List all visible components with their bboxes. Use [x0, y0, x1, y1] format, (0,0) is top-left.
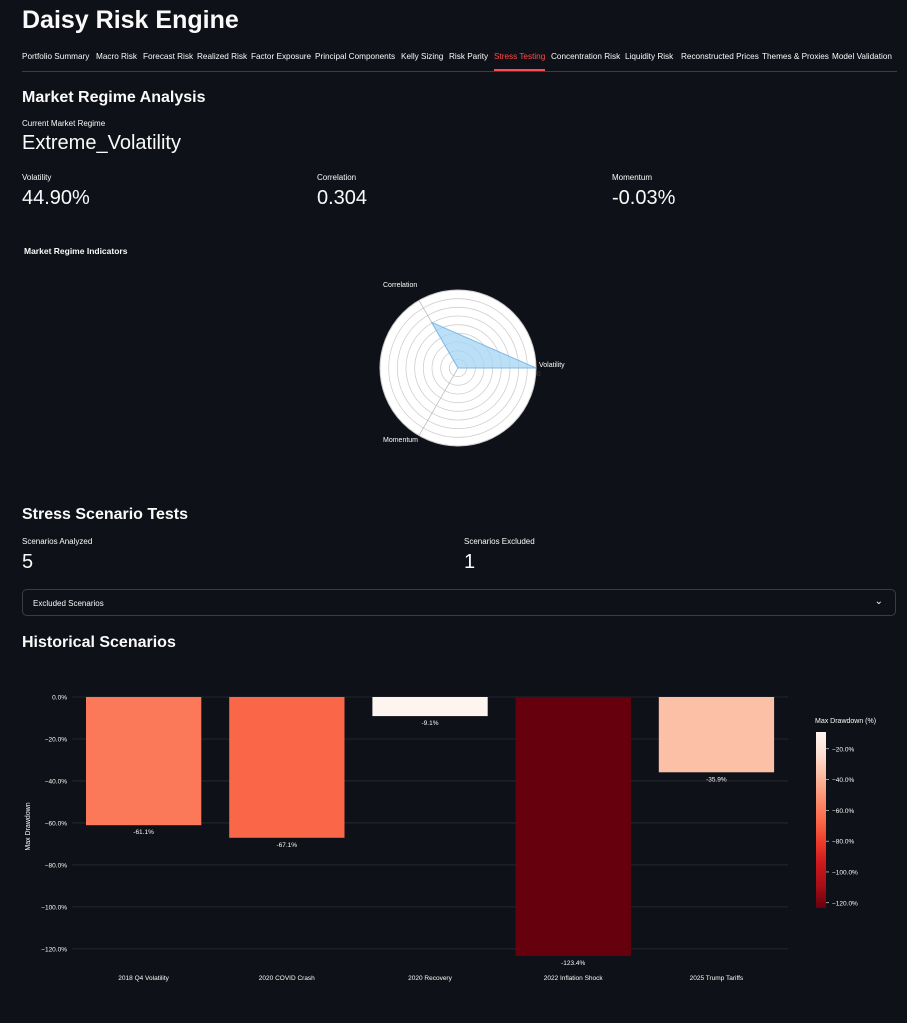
colorbar-tick-label: −20.0%: [832, 746, 854, 753]
radar-label-momentum: Momentum: [383, 437, 418, 444]
y-axis-label: Max Drawdown: [25, 802, 32, 850]
radar-radial-tick: 0: [537, 371, 541, 378]
x-tick-label: 2020 COVID Crash: [259, 975, 315, 982]
bar-3: [372, 697, 488, 717]
tab-forecast-risk[interactable]: Forecast Risk: [143, 52, 194, 61]
radar-series-area: [430, 321, 537, 369]
excluded-scenarios-expander[interactable]: Excluded Scenarios ⌄: [22, 589, 896, 616]
colorbar-tick-label: −40.0%: [832, 777, 854, 784]
tab-principal-components[interactable]: Principal Components: [315, 52, 396, 61]
tab-model-validation[interactable]: Model Validation: [832, 52, 892, 61]
x-tick-label: 2025 Trump Tariffs: [690, 975, 744, 982]
current-regime-value: Extreme_Volatility: [22, 132, 181, 154]
volatility-label: Volatility: [22, 173, 52, 182]
tab-themes-proxies[interactable]: Themes & Proxies: [762, 52, 829, 61]
drawdown-bar-chart[interactable]: 0.0% −20.0% −40.0% −60.0% −80.0% −100.0% −120.…: [0, 680, 907, 1010]
colorbar-tick-label: −80.0%: [832, 839, 854, 846]
tab-risk-parity[interactable]: Risk Parity: [449, 52, 489, 61]
colorbar-tick-label: −120.0%: [832, 900, 858, 907]
y-tick-label: −60.0%: [45, 820, 67, 827]
excluded-value: 1: [464, 551, 476, 573]
y-tick-label: −80.0%: [45, 862, 67, 869]
tab-reconstructed-prices[interactable]: Reconstructed Prices: [681, 52, 759, 61]
radar-axis: [418, 367, 459, 436]
bar-data-label: -123.4%: [561, 960, 585, 967]
colorbar: [816, 732, 826, 908]
tab-kelly-sizing[interactable]: Kelly Sizing: [401, 52, 444, 61]
tab-realized-risk[interactable]: Realized Risk: [197, 52, 248, 61]
historical-heading: Historical Scenarios: [22, 634, 176, 651]
y-tick-label: −100.0%: [41, 904, 67, 911]
tab-liquidity-risk[interactable]: Liquidity Risk: [625, 52, 674, 61]
y-tick-label: 0.0%: [52, 695, 67, 702]
colorbar-tick-label: −100.0%: [832, 869, 858, 876]
momentum-value: -0.03%: [612, 187, 676, 209]
analyzed-value: 5: [22, 551, 34, 573]
bar-4: [515, 697, 631, 956]
tab-portfolio-summary[interactable]: Portfolio Summary: [22, 52, 90, 61]
radar-label-volatility: Volatility: [539, 362, 565, 369]
excluded-label: Scenarios Excluded: [464, 537, 535, 546]
bar-2: [229, 697, 345, 838]
y-tick-label: −120.0%: [41, 946, 67, 953]
bar-data-label: -9.1%: [422, 720, 439, 727]
tab-bar: Portfolio Summary Macro Risk Forecast Risk…: [22, 48, 897, 72]
colorbar-title: Max Drawdown (%): [815, 718, 876, 725]
radar-chart-title: Market Regime Indicators: [24, 246, 128, 256]
correlation-label: Correlation: [317, 173, 357, 182]
correlation-value: 0.304: [317, 187, 368, 209]
tab-macro-risk[interactable]: Macro Risk: [96, 52, 137, 61]
momentum-label: Momentum: [612, 173, 653, 182]
tab-concentration-risk[interactable]: Concentration Risk: [551, 52, 621, 61]
tab-factor-exposure[interactable]: Factor Exposure: [251, 52, 312, 61]
x-tick-label: 2020 Recovery: [408, 975, 452, 982]
analyzed-label: Scenarios Analyzed: [22, 537, 93, 546]
app-title: Daisy Risk Engine: [22, 6, 239, 34]
current-regime-label: Current Market Regime: [22, 119, 106, 128]
volatility-value: 44.90%: [22, 187, 90, 209]
expander-label: Excluded Scenarios: [33, 599, 104, 608]
y-tick-label: −40.0%: [45, 778, 67, 785]
x-tick-label: 2018 Q4 Volatility: [118, 975, 169, 982]
tab-stress-testing[interactable]: Stress Testing: [494, 52, 546, 71]
chevron-down-icon: ⌄: [874, 596, 883, 607]
radar-label-correlation: Correlation: [383, 282, 417, 289]
stress-heading: Stress Scenario Tests: [22, 506, 189, 523]
regime-heading: Market Regime Analysis: [22, 89, 206, 106]
colorbar-tick-label: −60.0%: [832, 808, 854, 815]
y-tick-label: −20.0%: [45, 736, 67, 743]
bar-5: [658, 697, 775, 773]
radar-chart[interactable]: Volatility Correlation Momentum 0: [0, 272, 907, 472]
bar-data-label: -35.9%: [706, 776, 727, 783]
bar-data-label: -61.1%: [133, 829, 154, 836]
bar-1: [86, 697, 202, 826]
bar-data-label: -67.1%: [276, 842, 297, 849]
x-tick-label: 2022 Inflation Shock: [544, 975, 604, 982]
